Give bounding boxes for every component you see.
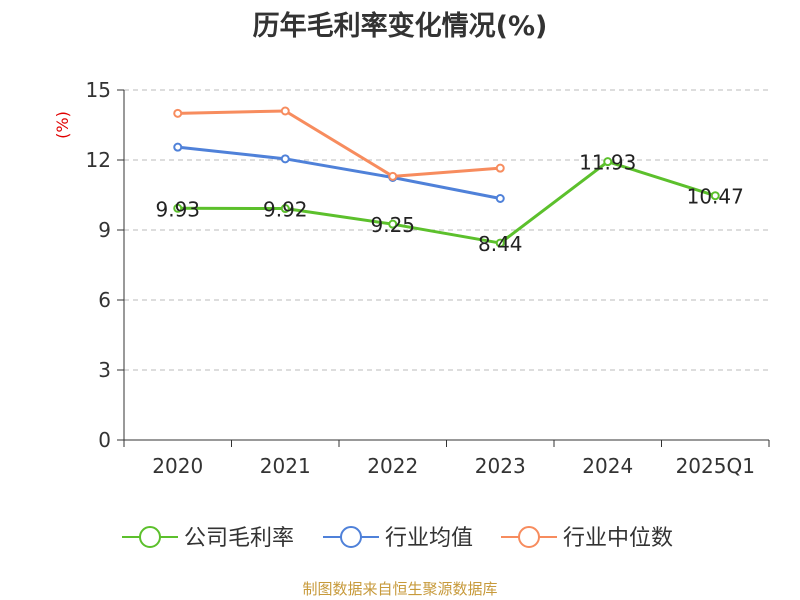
data-point (603, 157, 613, 167)
x-tick-label: 2021 (260, 454, 311, 478)
source-note: 制图数据来自恒生聚源数据库 (302, 580, 498, 598)
x-tick-label: 2025Q1 (676, 454, 755, 478)
series-line (177, 145, 501, 200)
legend-marker (139, 526, 161, 548)
data-point (495, 238, 505, 248)
data-point (495, 163, 505, 173)
data-label: 9.92 (263, 198, 308, 222)
data-point (388, 219, 398, 229)
data-point (388, 171, 398, 181)
x-tick-label: 2023 (475, 454, 526, 478)
legend-label: 行业均值 (385, 526, 473, 551)
x-tick-label: 2022 (367, 454, 418, 478)
data-point (173, 142, 183, 152)
data-point (280, 106, 290, 116)
data-label: 9.93 (155, 197, 200, 221)
legend-label: 行业中位数 (563, 526, 673, 551)
data-label: 11.93 (579, 151, 636, 175)
data-point (710, 191, 720, 201)
data-label: 8.44 (478, 232, 523, 256)
data-label: 10.47 (687, 185, 744, 209)
legend-label: 公司毛利率 (184, 526, 294, 551)
y-tick-label: 12 (86, 148, 111, 172)
legend-marker (518, 526, 540, 548)
data-point (173, 203, 183, 213)
x-tick-label: 2020 (152, 454, 203, 478)
y-tick-label: 9 (98, 218, 111, 242)
series-line (177, 109, 501, 178)
series-line (177, 160, 716, 245)
y-tick-label: 6 (98, 288, 111, 312)
y-tick-label: 0 (98, 428, 111, 452)
data-point (173, 108, 183, 118)
x-tick-label: 2024 (582, 454, 633, 478)
data-point (280, 204, 290, 214)
chart-title: 历年毛利率变化情况(%) (252, 11, 548, 42)
data-label: 9.25 (370, 213, 415, 237)
y-tick-label: 3 (98, 358, 111, 382)
data-point (280, 154, 290, 164)
legend-marker (340, 526, 362, 548)
y-tick-label: 15 (86, 78, 111, 102)
y-axis-label: (%) (53, 111, 72, 139)
data-point (495, 194, 505, 203)
